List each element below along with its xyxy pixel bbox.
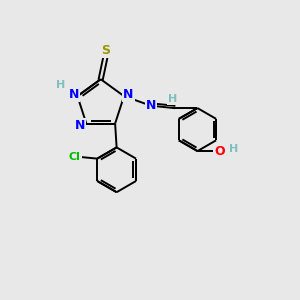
Text: H: H	[56, 80, 66, 90]
Text: N: N	[123, 88, 134, 101]
Text: S: S	[102, 44, 111, 57]
Text: H: H	[168, 94, 177, 104]
Text: N: N	[69, 88, 79, 101]
Text: N: N	[146, 99, 156, 112]
Text: Cl: Cl	[69, 152, 81, 162]
Text: H: H	[229, 144, 238, 154]
Text: O: O	[214, 145, 225, 158]
Text: N: N	[75, 118, 85, 131]
